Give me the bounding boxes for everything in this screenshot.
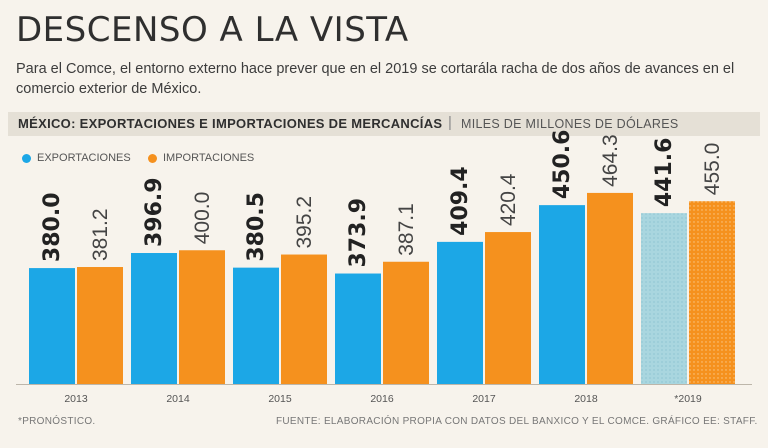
bar-imports-2016 [383,261,429,384]
legend-item-imports: IMPORTACIONES [148,152,254,164]
legend-label-imports: IMPORTACIONES [163,152,255,164]
bar-exports-2013 [29,268,75,384]
bar-imports-2014 [179,250,225,384]
label-imports-2018: 464.3 [599,134,622,187]
footnote-source: FUENTE: ELABORACIÓN PROPIA CON DATOS DEL… [276,416,758,427]
x-tick-label-2014: 2014 [166,393,190,405]
label-imports-2013: 381.2 [89,208,112,261]
bar-exports-2018 [539,205,585,384]
chart-header-separator: | [448,114,452,131]
x-tick-label-2015: 2015 [268,393,292,405]
page-title: DESCENSO A LA VISTA [16,10,409,50]
bar-imports-2018 [587,192,633,384]
bar-imports-2017 [485,232,531,384]
x-tick-label-2013: 2013 [64,393,88,405]
x-tick-label-2018: 2018 [574,393,598,405]
label-exports-2019: 441.6 [652,138,677,208]
chart-header-bar: MÉXICO: EXPORTACIONES E IMPORTACIONES DE… [8,112,760,136]
legend-swatch-imports [148,153,157,163]
x-tick-label-2019: *2019 [674,393,702,405]
bar-exports-2017 [437,241,483,384]
label-imports-2019: 455.0 [701,143,724,196]
label-exports-2018: 450.6 [550,130,575,200]
x-tick-label-2016: 2016 [370,393,394,405]
label-imports-2014: 400.0 [191,192,214,245]
bar-exports-2014 [131,253,177,384]
label-exports-2016: 373.9 [346,198,371,268]
legend-label-exports: EXPORTACIONES [37,152,131,164]
label-imports-2017: 420.4 [497,173,520,226]
bar-exports-2019 [641,213,687,384]
label-exports-2014: 396.9 [142,177,167,247]
bar-exports-2016 [335,273,381,384]
x-tick-label-2017: 2017 [472,393,496,405]
label-imports-2015: 395.2 [293,196,316,249]
label-exports-2013: 380.0 [40,192,65,262]
bar-imports-2019 [689,201,735,384]
label-imports-2016: 387.1 [395,203,418,256]
footnote-forecast: *PRONÓSTICO. [18,416,96,427]
chart-title: MÉXICO: EXPORTACIONES E IMPORTACIONES DE… [18,116,443,131]
legend-swatch-exports [22,153,31,163]
bar-imports-2015 [281,254,327,384]
label-exports-2015: 380.5 [244,192,269,262]
bar-exports-2015 [233,267,279,384]
bar-imports-2013 [77,267,123,384]
label-exports-2017: 409.4 [448,166,473,236]
legend-item-exports: EXPORTACIONES [22,152,131,164]
page-subtitle: Para el Comce, el entorno externo hace p… [16,61,735,97]
chart-unit-label: MILES DE MILLONES DE DÓLARES [461,117,679,131]
